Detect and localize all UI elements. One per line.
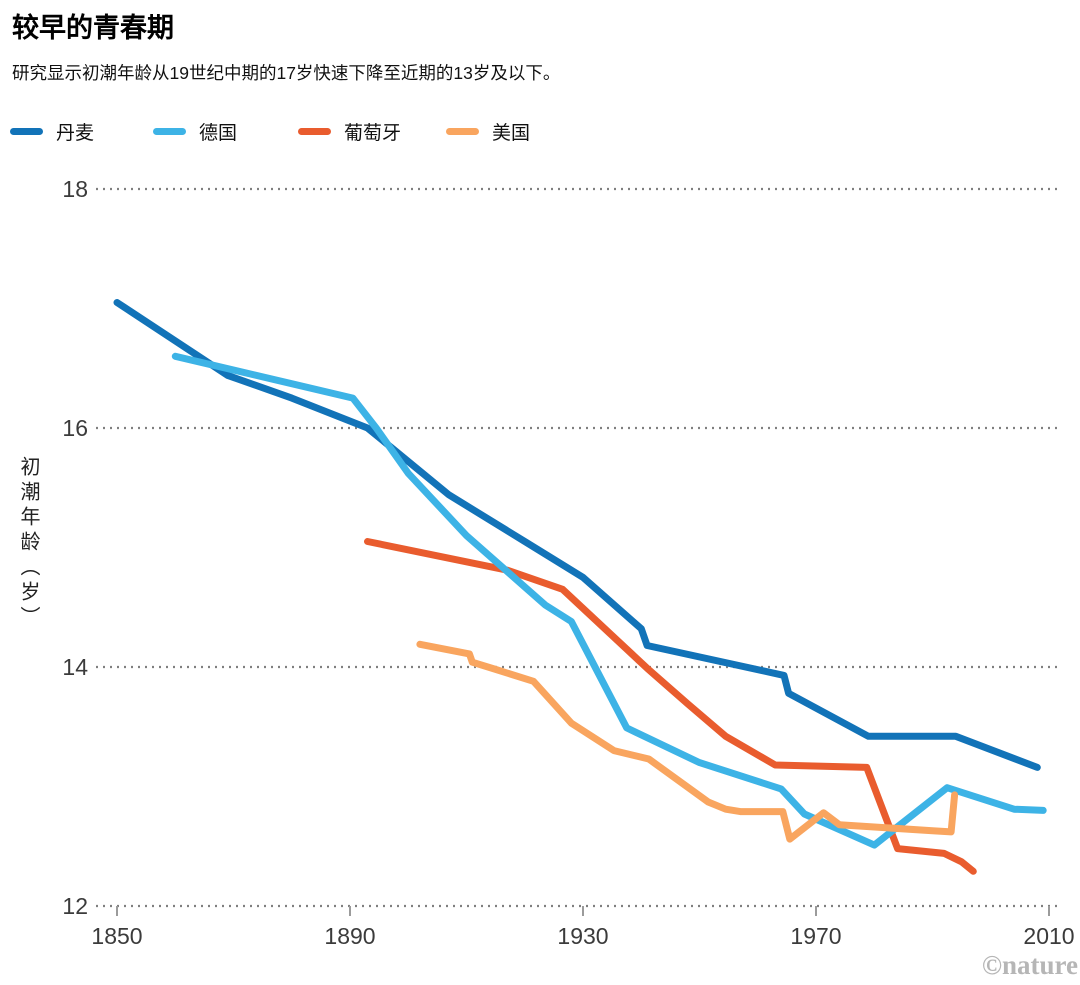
series-line-丹麦 xyxy=(113,299,1041,771)
y-tick-label-12: 12 xyxy=(62,893,88,919)
chart-title: 较早的青春期 xyxy=(12,13,174,43)
legend-item-portugal: 葡萄牙 xyxy=(298,122,401,144)
y-tick-label-18: 18 xyxy=(62,176,88,202)
x-tick-label-1850: 1850 xyxy=(91,923,142,949)
x-tick-label-1970: 1970 xyxy=(790,923,841,949)
legend-swatch-usa xyxy=(446,127,479,135)
legend-swatch-portugal xyxy=(298,127,331,135)
legend-swatch-germany xyxy=(153,127,186,135)
legend-item-germany: 德国 xyxy=(153,122,237,144)
legend-item-usa: 美国 xyxy=(446,122,530,144)
x-tick-label-2010: 2010 xyxy=(1023,923,1074,949)
series-line-美国 xyxy=(416,640,959,843)
series-line-德国 xyxy=(171,352,1047,849)
legend-label-usa: 美国 xyxy=(492,122,531,144)
x-tick-label-1890: 1890 xyxy=(324,923,375,949)
legend-item-denmark: 丹麦 xyxy=(10,122,94,144)
nature-watermark: ©nature xyxy=(981,950,1078,980)
series-line-葡萄牙 xyxy=(364,538,977,875)
y-tick-label-14: 14 xyxy=(62,654,88,680)
y-axis-label: 初潮年龄（岁） xyxy=(17,456,39,631)
y-tick-label-16: 16 xyxy=(62,415,88,441)
legend-label-portugal: 葡萄牙 xyxy=(344,122,402,144)
legend-label-denmark: 丹麦 xyxy=(56,122,95,144)
chart-subtitle: 研究显示初潮年龄从19世纪中期的17岁快速下降至近期的13岁及以下。 xyxy=(12,63,561,83)
legend-label-germany: 德国 xyxy=(199,122,238,144)
legend-swatch-denmark xyxy=(10,127,43,135)
x-tick-label-1930: 1930 xyxy=(557,923,608,949)
